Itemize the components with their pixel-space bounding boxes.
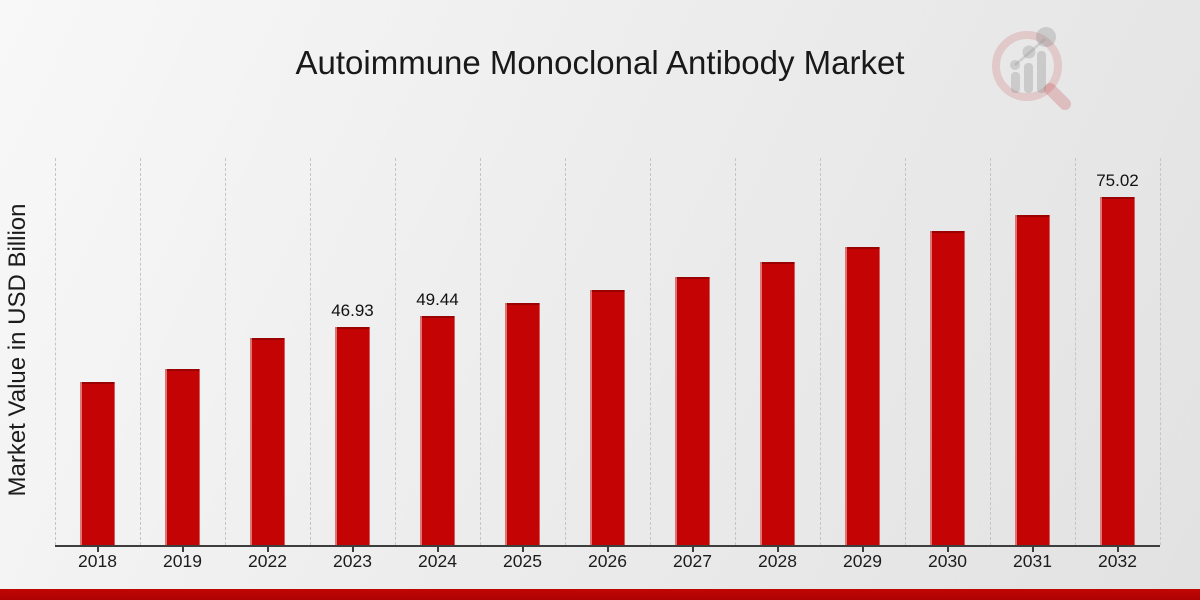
gridline (224, 158, 226, 545)
gridline (139, 158, 141, 545)
gridline (734, 158, 736, 545)
gridline (649, 158, 651, 545)
bar-2032 (1100, 196, 1135, 545)
x-tick-label-2023: 2023 (333, 551, 372, 571)
bar-2029 (845, 247, 880, 545)
logo-dot-icon (1010, 60, 1020, 70)
x-tick-label-2024: 2024 (418, 551, 457, 571)
x-axis-tick (96, 547, 99, 552)
x-axis-tick (606, 547, 609, 552)
magnifier-handle-icon (1044, 83, 1071, 110)
x-tick-label-2031: 2031 (1013, 551, 1052, 571)
x-tick-label-2019: 2019 (163, 551, 202, 571)
gridline (904, 158, 906, 545)
x-axis-tick (1031, 547, 1034, 552)
logo-dot-icon (1036, 27, 1056, 47)
logo-bar-icon (1024, 63, 1033, 93)
gridline (54, 158, 56, 545)
gridline (1159, 158, 1161, 545)
logo-bar-icon (1011, 72, 1020, 93)
bar-2028 (760, 262, 795, 545)
x-axis-tick (351, 547, 354, 552)
x-axis-tick (691, 547, 694, 552)
x-axis-tick (521, 547, 524, 552)
x-tick-label-2018: 2018 (78, 551, 117, 571)
gridline (989, 158, 991, 545)
x-axis-tick (266, 547, 269, 552)
brand-logo-magnifier-icon (992, 27, 1071, 110)
x-tick-label-2030: 2030 (928, 551, 967, 571)
x-tick-label-2029: 2029 (843, 551, 882, 571)
chart-title: Autoimmune Monoclonal Antibody Market (295, 44, 905, 81)
bar-2026 (590, 290, 625, 545)
x-axis-tick (861, 547, 864, 552)
gridline (1074, 158, 1076, 545)
x-axis-tick (946, 547, 949, 552)
bar-2024 (420, 315, 455, 545)
bar-value-label-2032: 75.02 (1096, 170, 1139, 190)
bar-value-label-2023: 46.93 (331, 301, 374, 321)
logo-dot-icon (1022, 45, 1036, 59)
bar-2019 (165, 369, 200, 545)
gridline (309, 158, 311, 545)
bar-2030 (930, 231, 965, 545)
x-axis-tick (436, 547, 439, 552)
bar-2027 (675, 276, 710, 545)
x-axis-tick (181, 547, 184, 552)
trend-line-icon (1014, 38, 1046, 66)
gridline (479, 158, 481, 545)
x-tick-label-2032: 2032 (1098, 551, 1137, 571)
bar-2023 (335, 327, 370, 545)
x-tick-label-2026: 2026 (588, 551, 627, 571)
x-axis-tick (1116, 547, 1119, 552)
x-tick-label-2022: 2022 (248, 551, 287, 571)
bar-value-label-2024: 49.44 (416, 289, 459, 309)
footer-accent-bar (0, 589, 1200, 600)
x-tick-label-2028: 2028 (758, 551, 797, 571)
x-tick-label-2025: 2025 (503, 551, 542, 571)
bar-2022 (250, 338, 285, 545)
x-tick-label-2027: 2027 (673, 551, 712, 571)
bar-2018 (80, 382, 115, 545)
gridline (394, 158, 396, 545)
y-axis-label: Market Value in USD Billion (4, 203, 31, 497)
logo-bar-icon (1037, 51, 1046, 93)
gridline (819, 158, 821, 545)
plot-area: 46.93 49.44 75.02 (54, 158, 1161, 547)
magnifier-lens-icon (992, 31, 1062, 101)
bar-2025 (505, 303, 540, 545)
gridline (564, 158, 566, 545)
x-axis-tick (776, 547, 779, 552)
bar-2031 (1015, 214, 1050, 545)
